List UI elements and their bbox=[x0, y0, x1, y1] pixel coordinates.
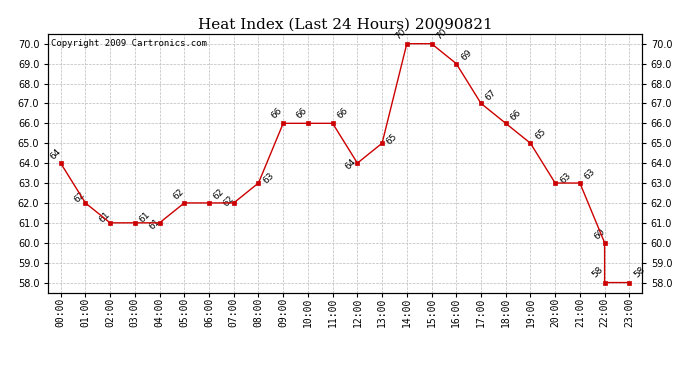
Text: 66: 66 bbox=[509, 107, 523, 122]
Text: 63: 63 bbox=[262, 171, 276, 186]
Text: 66: 66 bbox=[269, 106, 284, 120]
Text: 62: 62 bbox=[221, 194, 236, 208]
Text: 62: 62 bbox=[73, 190, 88, 204]
Text: Copyright 2009 Cartronics.com: Copyright 2009 Cartronics.com bbox=[51, 39, 207, 48]
Text: 65: 65 bbox=[533, 128, 548, 142]
Text: 61: 61 bbox=[137, 210, 152, 224]
Text: 58: 58 bbox=[632, 265, 647, 280]
Text: 61: 61 bbox=[147, 217, 161, 231]
Text: 64: 64 bbox=[48, 147, 63, 162]
Text: 63: 63 bbox=[582, 167, 597, 182]
Text: 66: 66 bbox=[294, 106, 308, 120]
Text: 67: 67 bbox=[484, 87, 498, 102]
Title: Heat Index (Last 24 Hours) 20090821: Heat Index (Last 24 Hours) 20090821 bbox=[197, 17, 493, 31]
Text: 66: 66 bbox=[335, 106, 350, 120]
Text: 61: 61 bbox=[97, 210, 112, 224]
Text: 69: 69 bbox=[459, 48, 473, 62]
Text: 70: 70 bbox=[434, 26, 448, 41]
Text: 70: 70 bbox=[393, 26, 407, 41]
Text: 58: 58 bbox=[591, 265, 605, 280]
Text: 65: 65 bbox=[385, 132, 400, 146]
Text: 62: 62 bbox=[212, 187, 226, 201]
Text: 62: 62 bbox=[172, 187, 186, 201]
Text: 64: 64 bbox=[344, 157, 358, 171]
Text: 63: 63 bbox=[558, 171, 573, 186]
Text: 60: 60 bbox=[592, 227, 607, 242]
